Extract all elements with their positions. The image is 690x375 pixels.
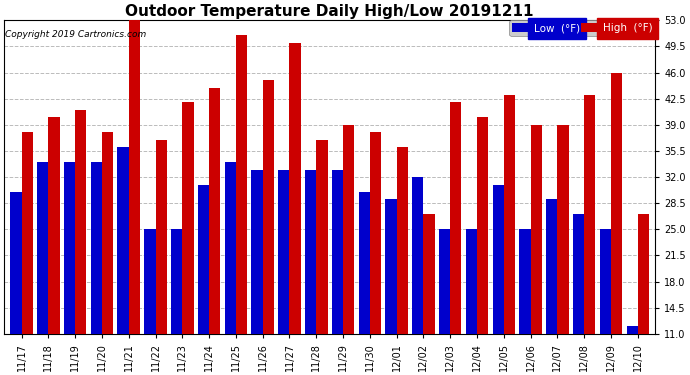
Bar [251, 170, 263, 334]
Bar [144, 230, 155, 334]
Bar [305, 170, 316, 334]
Bar [171, 230, 182, 334]
Bar [504, 95, 515, 334]
Bar [397, 147, 408, 334]
Bar [209, 87, 220, 334]
Bar [64, 162, 75, 334]
Bar [21, 132, 33, 334]
Bar [236, 35, 247, 334]
Bar [129, 20, 140, 334]
Bar [117, 147, 129, 334]
Bar [343, 125, 355, 334]
Bar [198, 184, 209, 334]
Bar [573, 214, 584, 334]
Bar [386, 200, 397, 334]
Bar [424, 214, 435, 334]
Bar [546, 200, 558, 334]
Title: Outdoor Temperature Daily High/Low 20191211: Outdoor Temperature Daily High/Low 20191… [126, 4, 534, 19]
Bar [584, 95, 595, 334]
Bar [611, 73, 622, 334]
Bar [370, 132, 381, 334]
Bar [102, 132, 113, 334]
Bar [155, 140, 167, 334]
Bar [451, 102, 462, 334]
Bar [37, 162, 48, 334]
Bar [316, 140, 328, 334]
Bar [290, 43, 301, 334]
Text: Copyright 2019 Cartronics.com: Copyright 2019 Cartronics.com [6, 30, 147, 39]
Bar [90, 162, 102, 334]
Bar [477, 117, 489, 334]
Bar [359, 192, 370, 334]
Bar [466, 230, 477, 334]
Bar [638, 214, 649, 334]
Bar [332, 170, 343, 334]
Bar [600, 230, 611, 334]
Bar [225, 162, 236, 334]
Bar [558, 125, 569, 334]
Bar [520, 230, 531, 334]
Bar [412, 177, 424, 334]
Bar [10, 192, 21, 334]
Bar [531, 125, 542, 334]
Bar [439, 230, 451, 334]
Bar [48, 117, 59, 334]
Bar [493, 184, 504, 334]
Bar [263, 80, 274, 334]
Bar [75, 110, 86, 334]
Bar [278, 170, 290, 334]
Bar [627, 326, 638, 334]
Bar [182, 102, 194, 334]
Legend: Low  (°F), High  (°F): Low (°F), High (°F) [509, 20, 656, 36]
